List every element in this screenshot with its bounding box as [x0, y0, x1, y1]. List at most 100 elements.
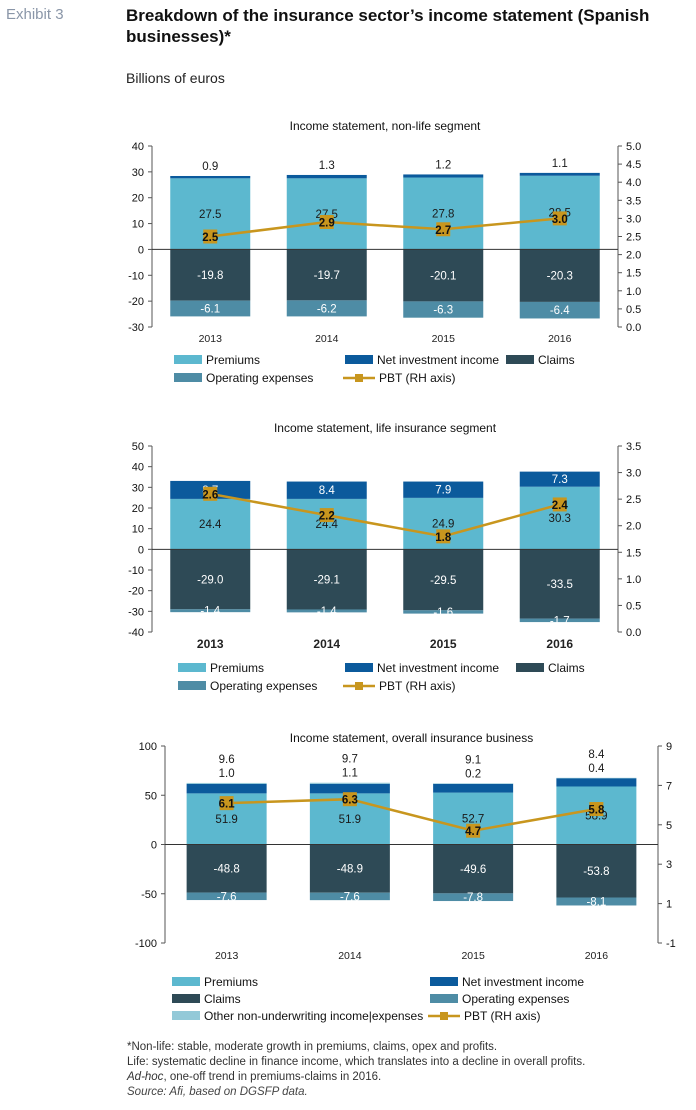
legend-swatch-claims — [506, 355, 534, 364]
bar-claims — [403, 549, 484, 611]
legend-label-operating-expenses: Operating expenses — [462, 992, 569, 1006]
legend-swatch-premiums — [178, 663, 206, 672]
bar-premiums — [403, 177, 484, 250]
y-tick-label: 30 — [132, 167, 144, 179]
data-label-premiums: 24.4 — [199, 519, 222, 531]
bar-opex — [286, 609, 367, 613]
bar-premiums — [170, 498, 251, 550]
bar-other_non_uw — [556, 777, 637, 779]
data-label-claims: -29.5 — [430, 575, 456, 587]
x-tick-label: 2015 — [461, 950, 485, 962]
legend-swatch-net_investment — [345, 663, 373, 672]
pbt-label: 2.7 — [435, 225, 451, 237]
y2-tick-label: 5.0 — [626, 141, 641, 153]
bar-claims — [556, 844, 637, 898]
data-label-net_investment: 0.9 — [202, 161, 218, 173]
y-tick-label: -40 — [128, 627, 144, 639]
legend-swatch-claims — [516, 663, 544, 672]
y2-tick-label: 7 — [666, 780, 672, 792]
y2-tick-label: 3.5 — [626, 195, 641, 207]
pbt-label: 4.7 — [465, 826, 481, 838]
legend-label-other-non-underwriting-income-expenses: Other non-underwriting income|expenses — [204, 1009, 423, 1023]
y2-tick-label: 5 — [666, 820, 672, 832]
data-label-other_non_uw: 0.4 — [588, 763, 605, 775]
bar-opex — [170, 609, 251, 613]
legend-label-net-investment-income: Net investment income — [377, 353, 499, 367]
y-tick-label: 50 — [145, 790, 157, 802]
x-tick-label: 2014 — [313, 637, 340, 651]
footnote-adhoc: Ad-hoc, one-off trend in premiums-claims… — [127, 1070, 687, 1085]
legend-label-claims: Claims — [548, 661, 585, 675]
bar-net_investment — [186, 783, 267, 794]
legend-label-premiums: Premiums — [204, 975, 258, 989]
data-label-claims: -20.1 — [430, 270, 456, 282]
pbt-label: 1.8 — [435, 532, 452, 544]
data-label-opex: -6.2 — [317, 303, 337, 315]
pbt-label: 3.0 — [552, 214, 568, 226]
bar-claims — [170, 249, 251, 301]
y2-tick-label: 3.0 — [626, 468, 641, 480]
y-tick-label: 0 — [151, 840, 157, 852]
y-tick-label: 20 — [132, 193, 144, 205]
legend-swatch-opex — [430, 994, 458, 1003]
y2-tick-label: 2.0 — [626, 250, 641, 262]
y-tick-label: 10 — [132, 524, 144, 536]
legend-label-pbt-rh-axis: PBT (RH axis) — [379, 371, 455, 385]
y2-tick-label: 0.0 — [626, 322, 641, 334]
bar-premiums — [286, 498, 367, 550]
y2-tick-label: 3 — [666, 859, 672, 871]
legend-label-claims: Claims — [538, 353, 575, 367]
bar-net_investment — [556, 778, 637, 787]
legend-swatch-premiums — [172, 977, 200, 986]
footnote-life: Life: systematic decline in finance inco… — [127, 1056, 586, 1068]
y2-tick-label: 1.5 — [626, 547, 641, 559]
data-label-claims: -20.3 — [547, 271, 573, 283]
bar-other_non_uw — [433, 783, 514, 784]
legend-label-pbt-rh-axis: PBT (RH axis) — [464, 1009, 540, 1023]
legend-label-claims: Claims — [204, 992, 241, 1006]
data-label-net_investment: 9.1 — [465, 754, 481, 766]
data-label-opex: -6.3 — [433, 305, 453, 317]
y2-tick-label: 9 — [666, 741, 672, 753]
y-tick-label: -20 — [128, 296, 144, 308]
y2-tick-label: 1 — [666, 899, 672, 911]
y-tick-label: -10 — [128, 565, 144, 577]
bar-claims — [186, 844, 267, 893]
data-label-claims: -48.9 — [337, 864, 363, 876]
bar-net_investment — [309, 783, 390, 794]
units-label: Billions of euros — [126, 70, 225, 86]
data-label-opex: -6.4 — [550, 305, 570, 317]
bar-claims — [403, 249, 484, 302]
legend-marker-pbt — [355, 682, 363, 690]
data-label-net_investment: 9.6 — [219, 754, 235, 766]
data-label-claims: -53.8 — [583, 866, 609, 878]
bar-premiums — [286, 178, 367, 250]
bar-net_investment — [286, 481, 367, 499]
pbt-marker — [589, 802, 604, 817]
data-label-other_non_uw: 0.2 — [465, 768, 481, 780]
pbt-line — [210, 217, 560, 238]
chart-life: Income statement, life insurance segment… — [128, 421, 641, 693]
x-tick-label: 2014 — [315, 333, 339, 345]
y2-tick-label: 1.5 — [626, 268, 641, 280]
y2-tick-label: 0.0 — [626, 627, 641, 639]
data-label-net_investment: 1.1 — [552, 158, 568, 170]
pbt-label: 5.8 — [588, 805, 605, 817]
bar-net_investment — [403, 174, 484, 178]
pbt-label: 6.1 — [219, 799, 236, 811]
legend-label-operating-expenses: Operating expenses — [206, 371, 313, 385]
bar-opex — [519, 618, 600, 623]
pbt-marker — [436, 529, 451, 544]
y-tick-label: -30 — [128, 606, 144, 618]
legend-label-net-investment-income: Net investment income — [377, 661, 499, 675]
legend-marker-pbt — [355, 374, 363, 382]
legend-swatch-opex — [178, 681, 206, 690]
data-label-premiums: 24.9 — [432, 519, 454, 531]
data-label-opex: -6.1 — [200, 304, 220, 316]
data-label-opex: -7.6 — [340, 891, 360, 903]
y-tick-label: -10 — [128, 270, 144, 282]
legend-swatch-claims — [172, 994, 200, 1003]
data-label-premiums: 24.4 — [316, 519, 339, 531]
data-label-claims: -29.1 — [314, 574, 340, 586]
chart-title: Income statement, life insurance segment — [274, 421, 497, 435]
